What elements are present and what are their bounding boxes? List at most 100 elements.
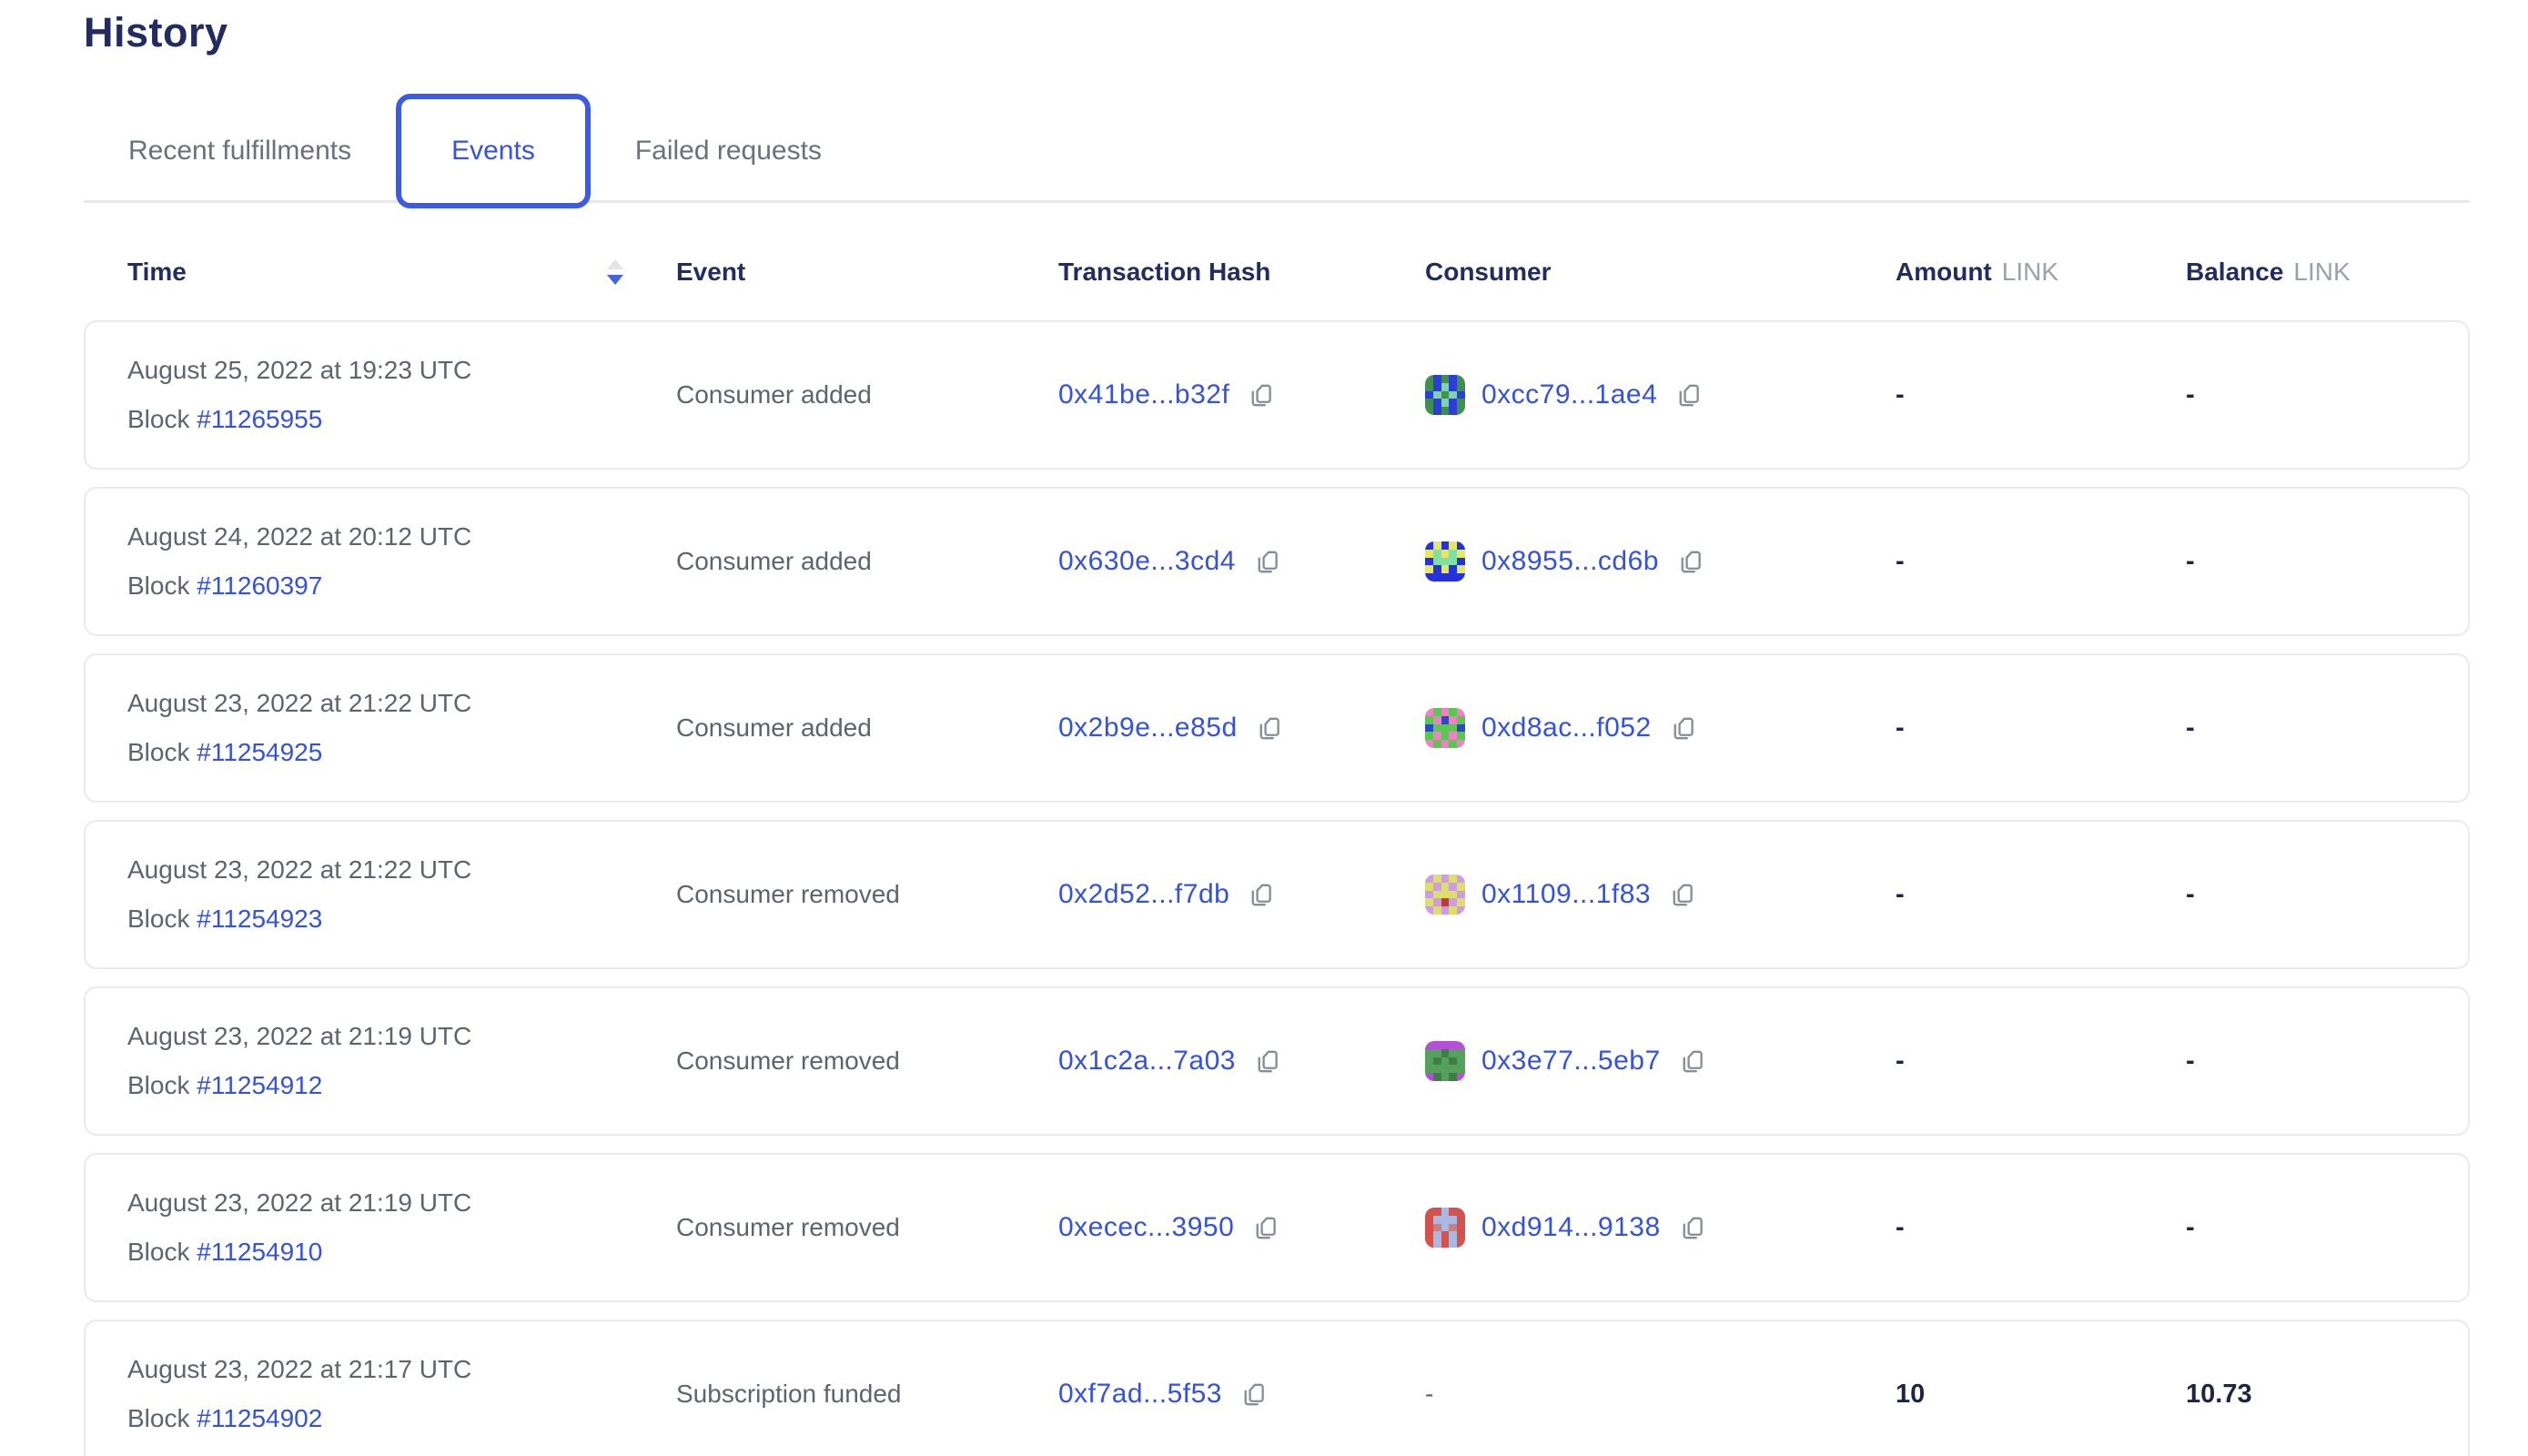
- row-amount: -: [1896, 546, 1905, 576]
- block-number-link[interactable]: #11254923: [197, 905, 323, 933]
- row-time-cell: August 23, 2022 at 21:19 UTC Block #1125…: [127, 1189, 676, 1266]
- row-time-cell: August 25, 2022 at 19:23 UTC Block #1126…: [127, 357, 676, 433]
- consumer-address-link[interactable]: 0x3e77...5eb7: [1481, 1046, 1661, 1076]
- tx-hash-link[interactable]: 0x2b9e...e85d: [1058, 713, 1238, 743]
- consumer-address-link[interactable]: 0xd914...9138: [1481, 1212, 1661, 1242]
- block-number-link[interactable]: #11254912: [197, 1071, 323, 1099]
- copy-icon[interactable]: [1246, 381, 1274, 410]
- table-row: August 24, 2022 at 20:12 UTC Block #1126…: [84, 487, 2470, 636]
- copy-icon[interactable]: [1667, 881, 1695, 909]
- column-header-balance: Balance LINK: [2186, 254, 2425, 290]
- row-balance: -: [2186, 713, 2195, 743]
- table-header: Time Event Transaction Hash Consumer Amo…: [127, 254, 2425, 290]
- block-label: Block: [127, 405, 190, 433]
- tab-recent-fulfillments[interactable]: Recent fulfillments: [84, 94, 396, 208]
- row-consumer-cell: 0x3e77...5eb7: [1425, 1041, 1896, 1081]
- copy-icon[interactable]: [1250, 1214, 1279, 1242]
- balance-unit-label: LINK: [2293, 258, 2351, 286]
- copy-icon[interactable]: [1674, 381, 1702, 410]
- table-row: August 25, 2022 at 19:23 UTC Block #1126…: [84, 320, 2470, 470]
- table-row: August 23, 2022 at 21:19 UTC Block #1125…: [84, 1153, 2470, 1302]
- copy-icon[interactable]: [1246, 881, 1274, 909]
- table-row: August 23, 2022 at 21:17 UTC Block #1125…: [84, 1320, 2470, 1456]
- row-consumer-cell: 0xd914...9138: [1425, 1208, 1896, 1248]
- block-label: Block: [127, 571, 190, 600]
- amount-header-label: Amount: [1896, 258, 1992, 286]
- page-title: History: [84, 9, 228, 56]
- tab-bar: Recent fulfillments Events Failed reques…: [0, 94, 2528, 208]
- row-time-cell: August 23, 2022 at 21:22 UTC Block #1125…: [127, 856, 676, 933]
- tx-hash-link[interactable]: 0x41be...b32f: [1058, 379, 1230, 410]
- copy-icon[interactable]: [1239, 1380, 1267, 1409]
- block-number-link[interactable]: #11265955: [197, 405, 323, 433]
- consumer-avatar: [1425, 875, 1465, 915]
- row-timestamp: August 23, 2022 at 21:19 UTC: [127, 1188, 472, 1217]
- row-block-line: Block #11260397: [127, 572, 676, 600]
- tabs: Recent fulfillments Events Failed reques…: [0, 94, 2528, 208]
- consumer-address-link[interactable]: 0x1109...1f83: [1481, 879, 1652, 909]
- block-label: Block: [127, 905, 190, 933]
- row-tx-hash-cell: 0x2d52...f7db: [1058, 879, 1425, 910]
- consumer-avatar: [1425, 1208, 1465, 1248]
- block-number-link[interactable]: #11254910: [197, 1238, 323, 1266]
- block-label: Block: [127, 1238, 190, 1266]
- row-block-line: Block #11254923: [127, 905, 676, 933]
- consumer-avatar: [1425, 1041, 1465, 1081]
- row-block-line: Block #11254912: [127, 1072, 676, 1099]
- row-time-cell: August 23, 2022 at 21:17 UTC Block #1125…: [127, 1356, 676, 1432]
- row-time-cell: August 23, 2022 at 21:22 UTC Block #1125…: [127, 690, 676, 766]
- events-table: August 25, 2022 at 19:23 UTC Block #1126…: [0, 320, 2528, 1456]
- block-number-link[interactable]: #11254902: [197, 1404, 323, 1432]
- column-header-time: Time: [127, 254, 676, 290]
- row-balance: -: [2186, 379, 2195, 410]
- copy-icon[interactable]: [1254, 714, 1282, 743]
- copy-icon[interactable]: [1252, 1047, 1280, 1076]
- row-timestamp: August 23, 2022 at 21:19 UTC: [127, 1022, 472, 1050]
- copy-icon[interactable]: [1668, 714, 1696, 743]
- copy-icon[interactable]: [1677, 1047, 1705, 1076]
- copy-icon[interactable]: [1677, 1214, 1705, 1242]
- tx-hash-link[interactable]: 0xecec...3950: [1058, 1212, 1235, 1242]
- row-event: Consumer removed: [676, 1213, 900, 1241]
- row-balance: -: [2186, 546, 2195, 576]
- row-balance: -: [2186, 879, 2195, 909]
- row-tx-hash-cell: 0x1c2a...7a03: [1058, 1046, 1425, 1077]
- row-timestamp: August 25, 2022 at 19:23 UTC: [127, 356, 472, 384]
- consumer-address-link[interactable]: 0xd8ac...f052: [1481, 713, 1652, 743]
- consumer-placeholder: -: [1425, 1380, 1434, 1408]
- tx-hash-link[interactable]: 0x1c2a...7a03: [1058, 1046, 1236, 1076]
- tx-hash-link[interactable]: 0xf7ad...5f53: [1058, 1379, 1222, 1409]
- tab-divider: [84, 200, 2470, 203]
- row-amount: -: [1896, 879, 1905, 909]
- tx-hash-link[interactable]: 0x2d52...f7db: [1058, 879, 1230, 909]
- copy-icon[interactable]: [1252, 548, 1280, 576]
- consumer-avatar: [1425, 708, 1465, 748]
- row-event: Consumer added: [676, 380, 872, 409]
- row-event: Consumer added: [676, 713, 872, 742]
- tx-hash-link[interactable]: 0x630e...3cd4: [1058, 546, 1236, 576]
- row-balance: -: [2186, 1046, 2195, 1076]
- row-amount: -: [1896, 1212, 1905, 1242]
- row-balance: 10.73: [2186, 1379, 2252, 1409]
- row-balance: -: [2186, 1212, 2195, 1242]
- row-event: Consumer removed: [676, 1046, 900, 1075]
- block-label: Block: [127, 738, 190, 766]
- table-row: August 23, 2022 at 21:22 UTC Block #1125…: [84, 820, 2470, 969]
- consumer-address-link[interactable]: 0x8955...cd6b: [1481, 546, 1659, 576]
- column-header-tx-hash: Transaction Hash: [1058, 258, 1271, 286]
- copy-icon[interactable]: [1675, 548, 1704, 576]
- table-row: August 23, 2022 at 21:22 UTC Block #1125…: [84, 653, 2470, 803]
- row-amount: 10: [1896, 1379, 1926, 1409]
- row-timestamp: August 23, 2022 at 21:22 UTC: [127, 689, 472, 717]
- row-amount: -: [1896, 713, 1905, 743]
- tab-events[interactable]: Events: [396, 94, 591, 208]
- tab-failed-requests[interactable]: Failed requests: [591, 94, 866, 208]
- sort-arrows-icon[interactable]: [607, 259, 623, 285]
- consumer-address-link[interactable]: 0xcc79...1ae4: [1481, 379, 1658, 410]
- time-header-label: Time: [127, 258, 187, 286]
- row-block-line: Block #11254925: [127, 739, 676, 766]
- block-number-link[interactable]: #11260397: [197, 571, 323, 600]
- row-event: Consumer added: [676, 547, 872, 575]
- block-number-link[interactable]: #11254925: [197, 738, 323, 766]
